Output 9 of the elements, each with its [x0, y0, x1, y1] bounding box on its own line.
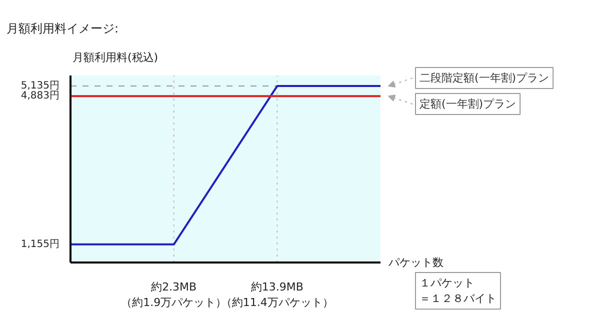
y-tick-label: 1,155円 [20, 238, 60, 250]
text: １パケット＝１２８バイト [420, 276, 496, 306]
y-axis-title: 月額利用料(税込) [72, 51, 158, 64]
y-tick-label: 5,135円 [20, 80, 60, 92]
chart-title: 月額利用料イメージ: [6, 22, 119, 36]
x-axis-title: パケット数 [388, 256, 444, 269]
y-tick-label: 4,883円 [20, 90, 60, 102]
text: 二段階定額(一年割)プラン [420, 72, 550, 85]
text: 定額(一年割)プラン [420, 98, 516, 111]
